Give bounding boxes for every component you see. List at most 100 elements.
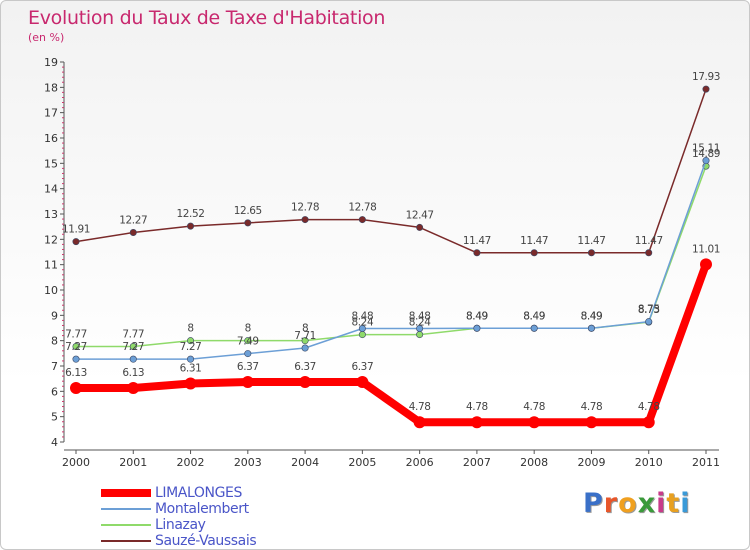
data-label: 12.78 [348,202,376,214]
data-label: 8.49 [523,310,545,322]
data-point [244,337,252,345]
data-point [301,344,309,352]
data-label: 7.27 [180,341,202,353]
legend-swatch [101,508,151,510]
chart-subtitle: (en %) [28,31,65,44]
data-label: 8.75 [638,304,660,316]
legend-swatch [101,489,151,497]
data-label: 4.78 [523,401,545,413]
data-point [129,342,137,350]
proxiti-logo: Proxiti [583,488,691,519]
x-tick-label: 2007 [463,456,491,469]
legend-item: Montalembert [101,501,256,517]
data-point [413,416,426,429]
data-point [416,223,424,231]
x-tick-label: 2011 [692,456,720,469]
data-point [416,325,424,333]
y-tick-label: 18 [44,81,58,94]
data-label: 6.31 [180,362,202,374]
data-label: 7.77 [122,328,144,340]
data-point [301,337,309,345]
logo-letter: i [656,488,667,519]
data-label: 8.49 [466,310,488,322]
data-point [528,416,541,429]
data-point [187,337,195,345]
data-point [358,331,366,339]
data-label: 12.65 [234,205,262,217]
data-point [299,375,312,388]
y-tick-label: 8 [51,335,58,348]
data-point [358,216,366,224]
data-label: 8.49 [581,310,603,322]
legend-item: LIMALONGES [101,485,256,501]
data-point [700,258,712,271]
data-point [301,216,309,224]
data-label: 11.01 [692,243,720,255]
data-point [642,416,655,429]
y-tick-label: 4 [51,436,58,449]
y-tick-label: 16 [44,132,58,145]
data-point [244,219,252,227]
data-point [241,375,254,388]
data-point [416,331,424,339]
data-label: 8.49 [523,310,545,322]
data-point [358,325,366,333]
data-label: 12.52 [177,208,205,220]
series-line [75,88,707,254]
y-tick-label: 5 [51,411,58,424]
data-label: 12.78 [291,202,319,214]
data-label: 15.11 [692,143,720,155]
data-label: 7.27 [122,341,144,353]
data-label: 8.48 [409,311,431,323]
data-point [356,375,369,388]
series-line [76,263,710,427]
x-tick-label: 2000 [62,456,90,469]
y-tick-label: 19 [44,56,58,69]
x-tick-label: 2003 [234,456,262,469]
data-point [127,382,140,395]
data-point [587,324,595,332]
x-tick-label: 2008 [520,456,548,469]
data-point [72,342,80,350]
data-label: 6.37 [237,361,259,373]
data-label: 8.24 [351,317,373,329]
data-label: 8.49 [466,310,488,322]
data-label: 7.77 [65,328,87,340]
logo-letter: i [680,488,691,519]
data-label: 12.47 [406,209,434,221]
data-label: 8.73 [638,304,660,316]
legend-item: Linazay [101,517,256,533]
y-tick-label: 14 [44,183,58,196]
data-label: 4.78 [638,401,660,413]
legend-label: Sauzé-Vaussais [155,533,257,549]
data-point [473,249,481,257]
data-point [129,228,137,236]
data-label: 11.91 [62,224,90,236]
data-point [530,249,538,257]
chart-title: Evolution du Taux de Taxe d'Habitation [28,7,386,29]
data-label: 7.71 [294,330,316,342]
data-label: 6.37 [294,361,316,373]
data-label: 8 [302,323,308,335]
y-tick-label: 15 [44,157,58,170]
data-label: 4.78 [581,401,603,413]
x-tick-label: 2009 [577,456,605,469]
y-tick-label: 10 [44,284,58,297]
logo-letter: t [666,488,681,519]
y-tick-label: 9 [51,309,58,322]
y-tick-label: 7 [51,360,58,373]
data-point [702,157,710,165]
data-label: 8.49 [581,310,603,322]
data-point [645,318,653,326]
legend: LIMALONGES Montalembert Linazay Sauzé-Va… [101,485,257,549]
legend-label: LIMALONGES [155,485,242,501]
y-tick-label: 17 [44,107,58,120]
data-label: 8.48 [351,311,373,323]
data-point [187,355,195,363]
x-tick-label: 2010 [635,456,663,469]
data-point [129,355,137,363]
data-point [72,238,80,246]
data-label: 8 [187,323,193,335]
